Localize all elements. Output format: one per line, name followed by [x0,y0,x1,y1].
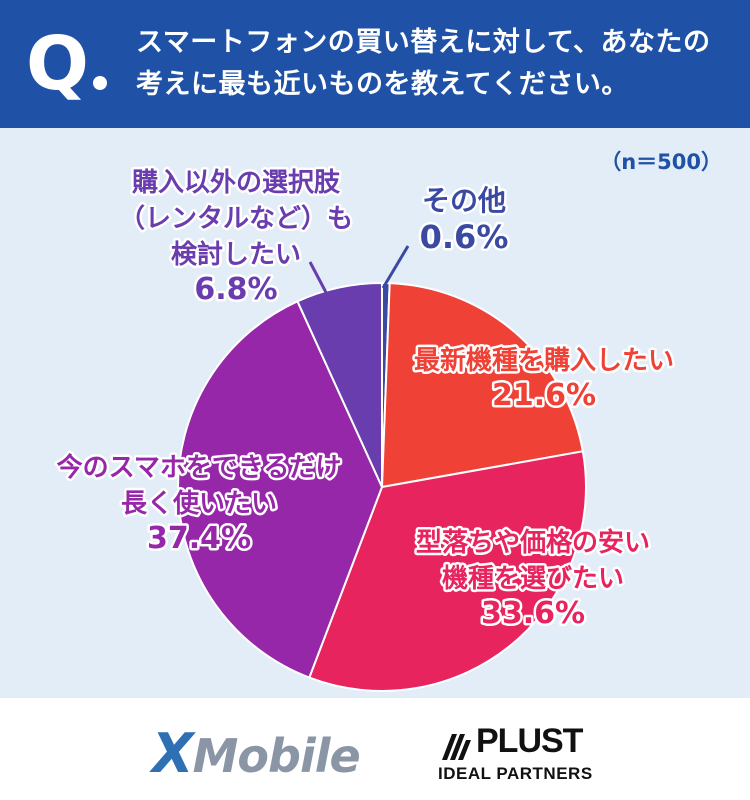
slice-label-4-line-2: 検討したい [171,239,301,270]
pie-slice-2 [307,450,587,692]
question-header: Q スマートフォンの買い替えに対して、あなたの 考えに最も近いものを教えてくださ… [0,0,750,128]
question-text: スマートフォンの買い替えに対して、あなたの 考えに最も近いものを教えてください。 [136,22,736,106]
slice-percent-label-3: 37.4% [147,521,251,556]
question-line-1: スマートフォンの買い替えに対して、あなたの [136,27,711,58]
slice-percent-label-0: 0.6% [420,218,509,256]
slice-percent-label-2: 33.6% [481,596,585,631]
slice-label-2-line-0: 型落ちや価格の安い [416,527,650,558]
slice-percent-label-4: 6.8% [194,272,277,307]
slice-label-3-line-1: 長く使いたい [121,489,277,519]
slice-percent-label-1: 21.6% [492,378,596,413]
slice-label-2-line-1: 機種を選びたい [442,564,624,594]
q-dot-icon [93,76,107,90]
pie-slice-4 [296,281,383,488]
footer [0,698,750,800]
slice-label-4-line-1: （レンタルなど）も [119,204,353,234]
sample-size: （n＝500） [600,150,722,174]
slice-label-1-line-0: 最新機種を購入したい [414,345,674,376]
leader-line-0 [381,245,410,289]
plust-logo-subtitle: IDEAL PARTNERS [438,764,593,783]
pie-slice-1 [380,282,585,489]
question-line-2: 考えに最も近いものを教えてください。 [136,69,629,100]
plust-logo-icon [442,734,471,760]
plust-logo-name: PLUST [476,722,583,760]
xmobile-logo: XMobile [152,722,361,785]
slice-label-3-line-0: 今のスマホをできるだけ [57,452,342,483]
xmobile-logo-x: X [152,722,194,785]
slice-label-4-line-0: 購入以外の選択肢 [132,168,341,198]
slice-label-0-line-0: その他 [422,184,506,217]
q-mark: Q [26,21,89,107]
xmobile-logo-text: Mobile [192,729,361,783]
pie-slice-3 [177,300,384,679]
leader-line-4 [308,261,332,301]
